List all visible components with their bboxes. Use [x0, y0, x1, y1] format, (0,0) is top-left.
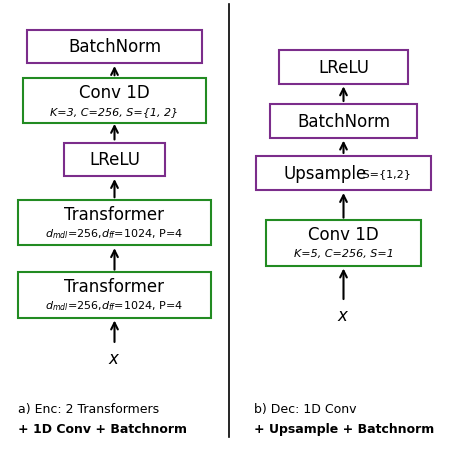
FancyBboxPatch shape [23, 79, 206, 124]
Text: BatchNorm: BatchNorm [297, 113, 390, 131]
Text: Upsample: Upsample [284, 165, 367, 183]
Text: K=3, C=256, S={1, 2}: K=3, C=256, S={1, 2} [50, 106, 179, 116]
Text: a) Enc: 2 Transformers: a) Enc: 2 Transformers [18, 402, 159, 414]
Text: LReLU: LReLU [318, 59, 369, 77]
Text: Transformer: Transformer [65, 205, 164, 223]
Text: $x$: $x$ [337, 307, 350, 325]
FancyBboxPatch shape [279, 51, 408, 85]
FancyBboxPatch shape [27, 30, 202, 64]
Text: $x$: $x$ [108, 350, 121, 368]
Text: K=5, C=256, S=1: K=5, C=256, S=1 [294, 249, 393, 258]
FancyBboxPatch shape [64, 143, 165, 177]
Text: Conv 1D: Conv 1D [79, 83, 150, 101]
Text: BatchNorm: BatchNorm [68, 38, 161, 56]
FancyBboxPatch shape [18, 273, 211, 318]
FancyBboxPatch shape [18, 201, 211, 246]
Text: Transformer: Transformer [65, 277, 164, 295]
Text: + Upsample + Batchnorm: + Upsample + Batchnorm [254, 422, 435, 435]
Text: LReLU: LReLU [89, 151, 140, 169]
FancyBboxPatch shape [270, 105, 417, 138]
Text: + 1D Conv + Batchnorm: + 1D Conv + Batchnorm [18, 422, 187, 435]
Text: S={1,2}: S={1,2} [359, 169, 411, 179]
Text: $d_{mdl}$=256,$d_{ff}$=1024, P=4: $d_{mdl}$=256,$d_{ff}$=1024, P=4 [45, 226, 184, 240]
Text: $d_{mdl}$=256,$d_{ff}$=1024, P=4: $d_{mdl}$=256,$d_{ff}$=1024, P=4 [45, 299, 184, 312]
Text: b) Dec: 1D Conv: b) Dec: 1D Conv [254, 402, 357, 414]
FancyBboxPatch shape [266, 221, 421, 266]
Text: Conv 1D: Conv 1D [308, 226, 379, 244]
FancyBboxPatch shape [256, 157, 431, 190]
